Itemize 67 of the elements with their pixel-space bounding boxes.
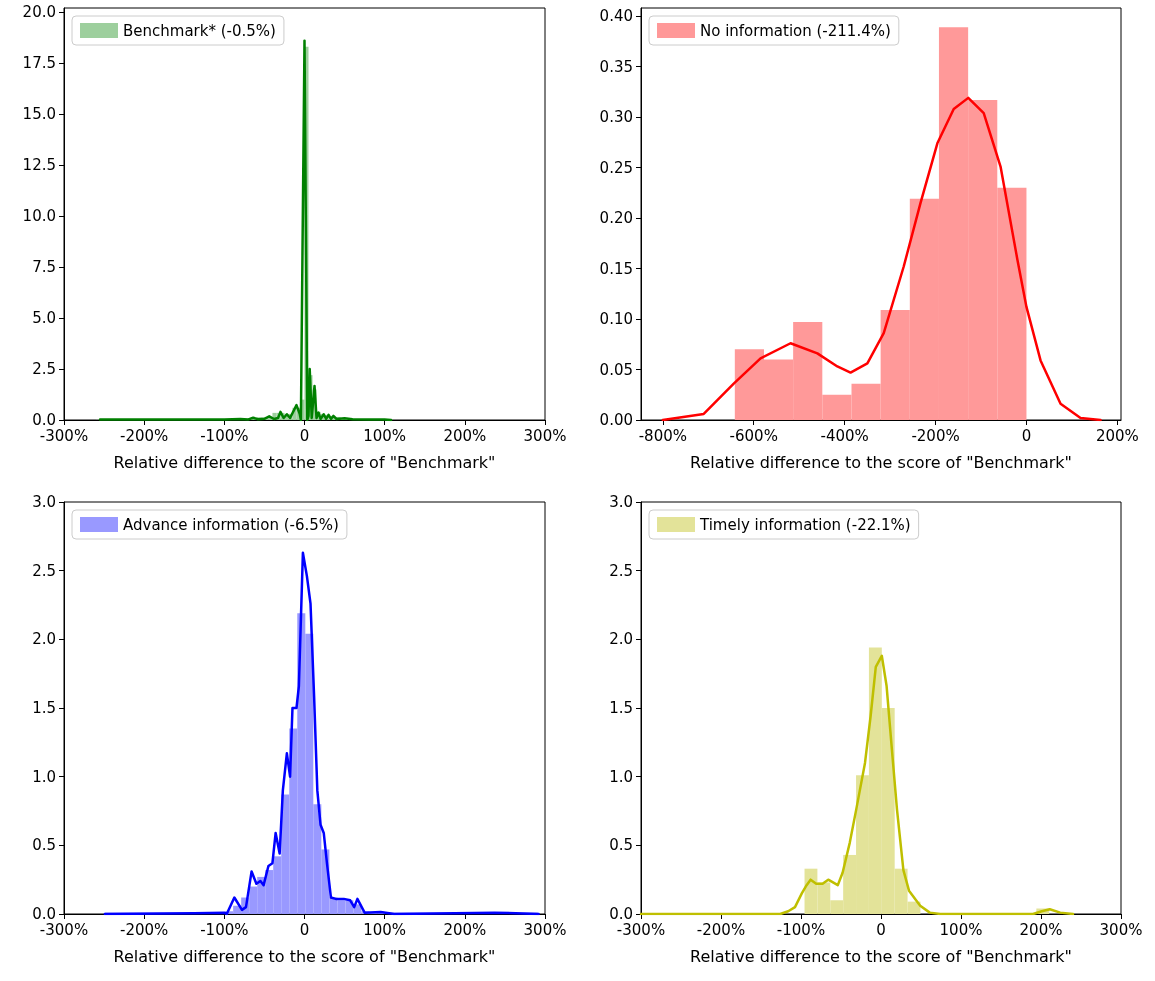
y-tick-label: 0.25 — [599, 158, 633, 177]
x-tick-label: 0 — [876, 920, 886, 939]
x-tick-label: 200% — [1095, 426, 1139, 445]
x-tick-label: 200% — [443, 426, 487, 445]
y-tick-label: 0.20 — [599, 209, 633, 228]
y-tick-label: 0.15 — [599, 259, 633, 278]
x-tick-label: 0 — [299, 426, 310, 445]
y-tick-label: 1.0 — [32, 767, 56, 786]
x-tick-label: 300% — [523, 920, 567, 939]
y-tick-label: 0.30 — [599, 108, 633, 127]
y-tick-label: 0.00 — [599, 411, 633, 429]
x-tick-label: 100% — [363, 426, 407, 445]
y-tick-label: 0.5 — [609, 836, 633, 855]
y-tick-label: 17.5 — [22, 54, 56, 73]
y-tick-label: 1.5 — [32, 699, 56, 717]
y-tick-label: 3.0 — [32, 493, 56, 511]
y-tick-label: 20.0 — [22, 3, 56, 22]
y-tick-label: 10.0 — [22, 207, 56, 226]
x-tick-label: -200% — [120, 920, 169, 939]
x-tick-label: -300% — [616, 920, 666, 939]
x-tick-label: 200% — [1019, 920, 1063, 939]
y-tick-label: 2.5 — [32, 561, 56, 580]
y-tick-label: 1.5 — [609, 699, 633, 717]
x-tick-label: 300% — [523, 426, 567, 445]
x-tick-label: 0 — [1021, 426, 1032, 445]
x-axis-title: Relative difference to the score of "Benchmark" — [690, 946, 1072, 966]
y-tick-label: 0.0 — [609, 905, 633, 923]
x-tick-label: -100% — [776, 920, 826, 939]
x-axis-title: Relative difference to the score of "Benchmark" — [113, 452, 496, 472]
x-tick-label: -300% — [39, 426, 89, 445]
x-axis-title: Relative difference to the score of "Benchmark" — [690, 452, 1072, 472]
x-tick-label: 100% — [363, 920, 407, 939]
legend-label: Advance information (-6.5%) — [123, 515, 339, 534]
y-tick-label: 0.05 — [599, 360, 633, 379]
x-tick-label: -800% — [638, 426, 687, 445]
y-tick-label: 2.0 — [609, 630, 633, 649]
x-axis-title: Relative difference to the score of "Benchmark" — [113, 946, 496, 966]
y-tick-label: 0.0 — [32, 905, 56, 923]
x-tick-label: -100% — [200, 426, 249, 445]
y-tick-label: 2.5 — [609, 561, 633, 580]
y-tick-label: 0.5 — [32, 836, 56, 855]
x-tick-label: -100% — [200, 920, 249, 939]
x-tick-label: -200% — [911, 426, 960, 445]
y-tick-label: 0.35 — [599, 57, 633, 76]
x-tick-label: -200% — [696, 920, 746, 939]
x-tick-label: 200% — [443, 920, 487, 939]
x-tick-label: -200% — [120, 426, 169, 445]
y-tick-label: 5.0 — [32, 309, 56, 328]
y-tick-label: 15.0 — [22, 105, 56, 124]
legend-label: Benchmark* (-0.5%) — [123, 21, 276, 40]
x-tick-label: -400% — [820, 426, 869, 445]
legend-label: Timely information (-22.1%) — [699, 515, 911, 534]
x-tick-label: 300% — [1099, 920, 1143, 939]
y-tick-label: 0.0 — [32, 411, 56, 429]
x-tick-label: -300% — [39, 920, 89, 939]
y-tick-label: 0.40 — [599, 7, 633, 26]
y-tick-label: 7.5 — [32, 258, 56, 277]
y-tick-label: 1.0 — [609, 767, 633, 786]
y-tick-label: 0.10 — [599, 310, 633, 329]
y-tick-label: 2.5 — [32, 360, 56, 379]
y-tick-label: 12.5 — [22, 156, 56, 175]
legend-label: No information (-211.4%) — [700, 21, 891, 40]
y-tick-label: 2.0 — [32, 630, 56, 649]
x-tick-label: 0 — [299, 920, 310, 939]
x-tick-label: 100% — [939, 920, 983, 939]
y-tick-label: 3.0 — [609, 493, 633, 511]
x-tick-label: -600% — [729, 426, 778, 445]
